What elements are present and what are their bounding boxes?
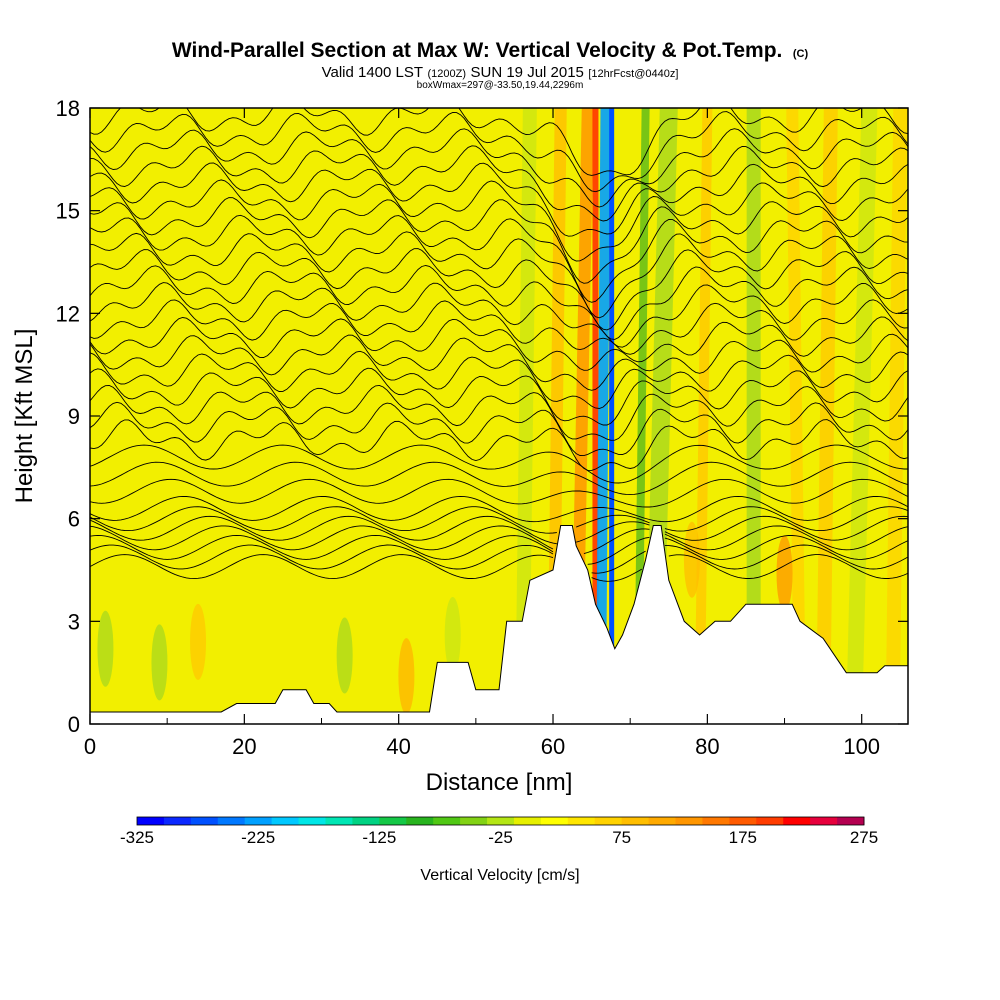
- colorbar-swatch: [540, 817, 569, 825]
- colorbar-swatch: [325, 817, 353, 825]
- colorbar-swatch: [621, 817, 650, 825]
- colorbar-swatch: [406, 817, 434, 825]
- colorbar-swatch: [567, 817, 596, 825]
- colorbar-label: Vertical Velocity [cm/s]: [420, 867, 579, 884]
- colorbar-swatch: [460, 817, 488, 825]
- colorbar-tick-label: -325: [120, 828, 154, 847]
- x-tick-label: 80: [695, 734, 719, 759]
- y-axis: 0 3 6 9 12 15 18: [56, 96, 908, 737]
- colorbar-swatch: [594, 817, 623, 825]
- y-tick-label: 12: [56, 301, 80, 326]
- colorbar-swatch: [810, 817, 838, 825]
- colorbar-swatch: [190, 817, 219, 825]
- y-tick-label: 6: [68, 507, 80, 532]
- colorbar-swatch: [217, 817, 246, 825]
- chart-title: Wind-Parallel Section at Max W: Vertical…: [172, 39, 809, 62]
- colorbar-swatch: [837, 817, 865, 825]
- colorbar-swatch: [648, 817, 677, 825]
- colorbar-swatch: [137, 817, 165, 825]
- colorbar-tick-label: 175: [729, 828, 757, 847]
- colorbar-swatch: [513, 817, 542, 825]
- colorbar-swatch: [487, 817, 515, 825]
- y-axis-label: Height [Kft MSL]: [11, 329, 38, 504]
- colorbar-tick-label: -125: [362, 828, 396, 847]
- y-tick-label: 3: [68, 609, 80, 634]
- plot-area: [90, 108, 908, 724]
- colorbar-swatch: [433, 817, 461, 825]
- colorbar-tick-label: -25: [488, 828, 513, 847]
- y-tick-label: 9: [68, 404, 80, 429]
- colorbar-swatch: [675, 817, 703, 825]
- y-tick-label: 0: [68, 712, 80, 737]
- potential-temperature-contours: [90, 108, 908, 582]
- chart-info-line: boxWmax=297@-33.50,19.44,2296m: [417, 80, 584, 91]
- x-tick-label: 60: [541, 734, 565, 759]
- colorbar-swatch: [702, 817, 730, 825]
- x-tick-label: 0: [84, 734, 96, 759]
- chart-subtitle: Valid 1400 LST (1200Z) SUN 19 Jul 2015 […: [322, 64, 679, 81]
- colorbar-ticks: -325 -225 -125 -25 75 175 275: [120, 828, 878, 847]
- colorbar-tick-label: 75: [612, 828, 631, 847]
- colorbar-tick-label: 275: [850, 828, 878, 847]
- y-tick-label: 18: [56, 96, 80, 121]
- x-tick-label: 40: [386, 734, 410, 759]
- colorbar-swatch: [163, 817, 192, 825]
- colorbar-swatch: [298, 817, 326, 825]
- colorbar-swatch: [244, 817, 273, 825]
- colorbar-swatch: [783, 817, 811, 825]
- x-tick-label: 20: [232, 734, 256, 759]
- colorbar-swatch: [271, 817, 300, 825]
- x-axis: 0 20 40 60 80 100: [84, 108, 880, 759]
- colorbar: [136, 816, 865, 826]
- colorbar-swatch: [756, 817, 784, 825]
- terrain-mask: [90, 525, 908, 724]
- x-tick-label: 100: [843, 734, 880, 759]
- colorbar-swatch: [352, 817, 380, 825]
- y-tick-label: 15: [56, 199, 80, 224]
- colorbar-tick-label: -225: [241, 828, 275, 847]
- x-axis-label: Distance [nm]: [426, 769, 573, 796]
- colorbar-swatch: [729, 817, 757, 825]
- colorbar-swatch: [379, 817, 407, 825]
